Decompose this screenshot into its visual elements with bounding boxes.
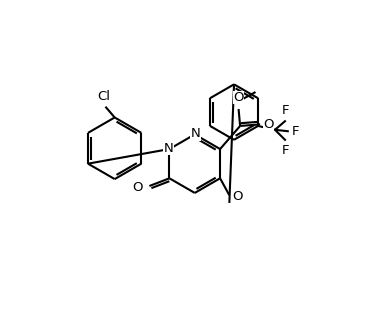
Text: O: O (233, 91, 244, 104)
Text: O: O (233, 190, 243, 203)
Text: Cl: Cl (98, 90, 110, 103)
Text: F: F (282, 144, 290, 157)
Text: F: F (292, 125, 300, 138)
Text: O: O (263, 118, 274, 131)
Text: O: O (133, 181, 143, 194)
Text: N: N (191, 127, 201, 140)
Text: F: F (282, 104, 290, 117)
Text: N: N (164, 142, 174, 155)
